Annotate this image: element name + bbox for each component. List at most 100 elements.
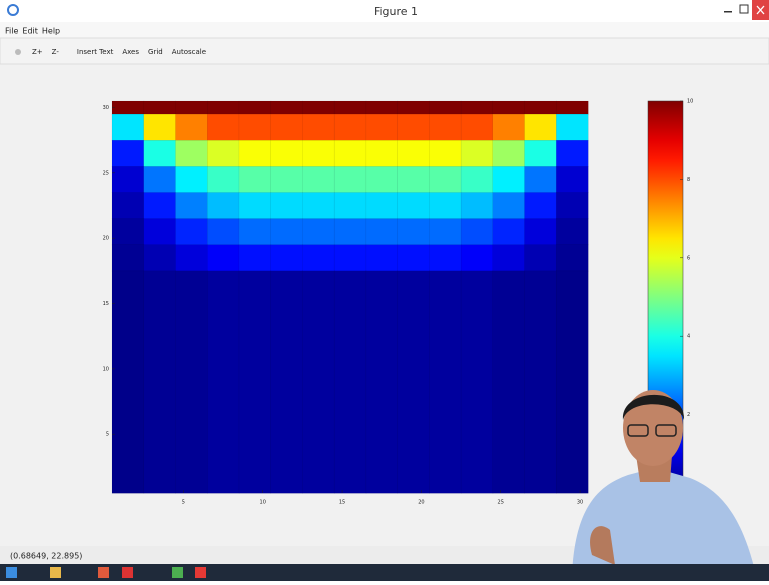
y-tick-label: 10: [103, 366, 109, 372]
heatmap-cell: [175, 245, 207, 271]
heatmap-cell: [112, 140, 144, 166]
menu-item[interactable]: Help: [42, 27, 60, 36]
x-tick-label: 20: [418, 500, 424, 506]
heatmap-cell: [429, 245, 461, 271]
heatmap-cell: [525, 192, 557, 218]
heatmap-cell: [398, 166, 430, 192]
heatmap-cell: [112, 219, 144, 245]
start-button[interactable]: [6, 567, 17, 578]
taskbar-icon[interactable]: [172, 567, 183, 578]
toolbar-button[interactable]: Axes: [122, 48, 139, 56]
taskbar-icon[interactable]: [122, 567, 133, 578]
heatmap-cell: [525, 114, 557, 140]
heatmap-cell: [493, 245, 525, 271]
heatmap-cell: [175, 271, 207, 493]
heatmap-cell: [207, 140, 239, 166]
heatmap-cell: [302, 140, 334, 166]
heatmap-cell: [493, 271, 525, 493]
minimize-button[interactable]: [724, 11, 732, 13]
heatmap-cell: [398, 271, 430, 493]
y-tick-label: 20: [103, 236, 109, 242]
heatmap-cell: [525, 166, 557, 192]
taskbar-icon[interactable]: [98, 567, 109, 578]
heatmap-cell: [334, 101, 366, 114]
toolbar-icon: [15, 49, 21, 55]
heatmap-cell: [366, 219, 398, 245]
heatmap-cell: [556, 271, 588, 493]
heatmap-cell: [334, 245, 366, 271]
heatmap-cell: [525, 271, 557, 493]
heatmap-cell: [398, 114, 430, 140]
menu-item[interactable]: File: [5, 27, 18, 36]
taskbar-icon[interactable]: [50, 567, 61, 578]
colorbar-tick-label: 4: [687, 334, 690, 340]
heatmap-cell: [271, 219, 303, 245]
heatmap-cell: [366, 271, 398, 493]
heatmap-cell: [239, 271, 271, 493]
x-tick-label: 25: [498, 500, 504, 506]
heatmap-cell: [175, 114, 207, 140]
menu-item[interactable]: Edit: [22, 27, 38, 36]
heatmap-cell: [366, 192, 398, 218]
heatmap-cell: [112, 166, 144, 192]
heatmap-cell: [461, 166, 493, 192]
toolbar-button[interactable]: Z+: [32, 48, 43, 56]
heatmap-cell: [493, 192, 525, 218]
heatmap-cell: [366, 140, 398, 166]
heatmap-cell: [207, 192, 239, 218]
heatmap-cell: [398, 192, 430, 218]
toolbar: [0, 38, 769, 64]
heatmap-cell: [461, 192, 493, 218]
taskbar-icon[interactable]: [195, 567, 206, 578]
heatmap-cell: [207, 271, 239, 493]
heatmap-cell: [239, 166, 271, 192]
heatmap-cell: [207, 166, 239, 192]
heatmap-cell: [493, 166, 525, 192]
heatmap-cell: [556, 166, 588, 192]
heatmap-cell: [302, 219, 334, 245]
heatmap-cell: [302, 192, 334, 218]
heatmap-cell: [429, 114, 461, 140]
heatmap-cell: [429, 101, 461, 114]
heatmap-cell: [429, 140, 461, 166]
heatmap-cell: [239, 101, 271, 114]
heatmap-cell: [493, 140, 525, 166]
toolbar-button[interactable]: Z-: [52, 48, 60, 56]
toolbar-button[interactable]: Insert Text: [77, 48, 114, 56]
heatmap-cell: [366, 114, 398, 140]
heatmap-cell: [144, 140, 176, 166]
heatmap-cell: [461, 101, 493, 114]
heatmap-cell: [398, 101, 430, 114]
heatmap-cell: [302, 271, 334, 493]
heatmap-cell: [525, 140, 557, 166]
heatmap-cell: [334, 219, 366, 245]
heatmap-cell: [429, 166, 461, 192]
toolbar-button[interactable]: Autoscale: [172, 48, 206, 56]
heatmap-cell: [271, 140, 303, 166]
heatmap-cell: [239, 245, 271, 271]
heatmap-cell: [144, 101, 176, 114]
heatmap-cell: [556, 192, 588, 218]
heatmap-cell: [461, 271, 493, 493]
heatmap-cell: [302, 101, 334, 114]
heatmap-cell: [144, 245, 176, 271]
heatmap-cell: [334, 114, 366, 140]
status-text: (0.68649, 22.895): [10, 552, 82, 561]
heatmap-cell: [493, 101, 525, 114]
heatmap-cell: [366, 245, 398, 271]
heatmap-cell: [271, 271, 303, 493]
heatmap-cell: [112, 245, 144, 271]
heatmap-cell: [239, 114, 271, 140]
heatmap-cell: [207, 219, 239, 245]
heatmap-cell: [493, 219, 525, 245]
heatmap-cell: [525, 219, 557, 245]
heatmap-cell: [175, 101, 207, 114]
x-tick-label: 10: [260, 500, 266, 506]
heatmap-cell: [302, 114, 334, 140]
heatmap-cell: [461, 245, 493, 271]
toolbar-button[interactable]: Grid: [148, 48, 163, 56]
heatmap-cell: [271, 192, 303, 218]
heatmap-cell: [461, 219, 493, 245]
heatmap-cell: [271, 114, 303, 140]
heatmap-cell: [398, 140, 430, 166]
